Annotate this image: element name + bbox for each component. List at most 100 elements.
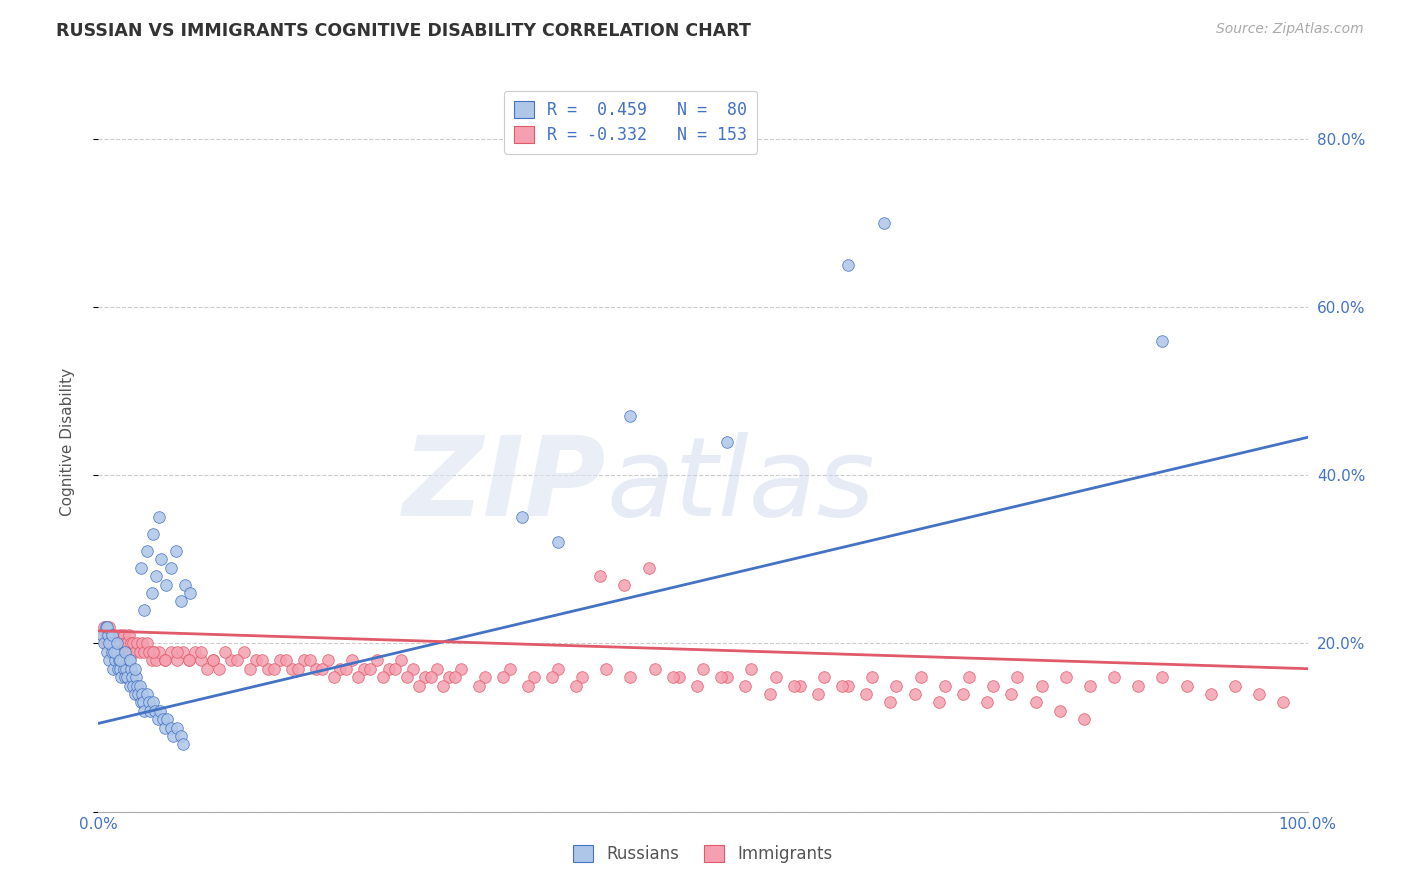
Point <box>153 653 176 667</box>
Point <box>152 712 174 726</box>
Point <box>765 670 787 684</box>
Point <box>831 679 853 693</box>
Point <box>716 434 738 449</box>
Point <box>97 628 120 642</box>
Point <box>837 679 859 693</box>
Point <box>1102 670 1125 684</box>
Point <box>104 653 127 667</box>
Point <box>195 662 218 676</box>
Point <box>100 628 122 642</box>
Point <box>122 679 145 693</box>
Point <box>619 670 641 684</box>
Point <box>1272 695 1295 709</box>
Point <box>169 594 191 608</box>
Point <box>111 653 134 667</box>
Point <box>807 687 830 701</box>
Point <box>904 687 927 701</box>
Point <box>105 636 128 650</box>
Point <box>127 687 149 701</box>
Point <box>128 645 150 659</box>
Point <box>190 645 212 659</box>
Point <box>547 662 569 676</box>
Point <box>468 679 491 693</box>
Point <box>93 619 115 633</box>
Point <box>160 721 183 735</box>
Point <box>860 670 883 684</box>
Point <box>179 586 201 600</box>
Point <box>107 662 129 676</box>
Point <box>105 645 128 659</box>
Point <box>886 679 908 693</box>
Point <box>118 653 141 667</box>
Point <box>837 258 859 272</box>
Point <box>444 670 467 684</box>
Point <box>100 645 122 659</box>
Point <box>740 662 762 676</box>
Point <box>101 662 124 676</box>
Point <box>121 645 143 659</box>
Point <box>162 729 184 743</box>
Point <box>492 670 515 684</box>
Point <box>117 636 139 650</box>
Point <box>131 687 153 701</box>
Point <box>118 679 141 693</box>
Point <box>565 679 588 693</box>
Point <box>952 687 974 701</box>
Point <box>981 679 1004 693</box>
Point <box>100 628 122 642</box>
Point <box>426 662 449 676</box>
Point <box>371 670 394 684</box>
Point <box>1223 679 1246 693</box>
Point <box>107 645 129 659</box>
Point <box>547 535 569 549</box>
Point <box>329 662 352 676</box>
Point <box>1175 679 1198 693</box>
Point <box>789 679 811 693</box>
Point <box>1249 687 1271 701</box>
Point <box>1199 687 1222 701</box>
Point <box>1007 670 1029 684</box>
Point <box>134 645 156 659</box>
Point <box>103 636 125 650</box>
Point <box>323 670 346 684</box>
Point <box>347 670 370 684</box>
Point <box>589 569 612 583</box>
Point <box>96 619 118 633</box>
Point <box>432 679 454 693</box>
Point <box>782 679 804 693</box>
Point <box>135 544 157 558</box>
Point <box>879 695 901 709</box>
Point <box>292 653 315 667</box>
Point <box>384 662 406 676</box>
Point <box>111 636 134 650</box>
Point <box>366 653 388 667</box>
Point <box>692 662 714 676</box>
Point <box>172 645 194 659</box>
Point <box>498 662 520 676</box>
Point <box>129 695 152 709</box>
Point <box>96 645 118 659</box>
Point <box>232 645 254 659</box>
Point <box>110 670 132 684</box>
Point <box>143 645 166 659</box>
Point <box>335 662 357 676</box>
Point <box>114 670 136 684</box>
Point <box>145 569 167 583</box>
Point <box>1128 679 1150 693</box>
Point <box>135 687 157 701</box>
Point <box>138 645 160 659</box>
Point <box>934 679 956 693</box>
Point <box>208 662 231 676</box>
Point <box>437 670 460 684</box>
Point <box>101 645 124 659</box>
Point <box>125 670 148 684</box>
Point <box>402 662 425 676</box>
Text: Source: ZipAtlas.com: Source: ZipAtlas.com <box>1216 22 1364 37</box>
Point <box>142 527 165 541</box>
Point <box>595 662 617 676</box>
Point <box>141 586 163 600</box>
Point <box>122 636 145 650</box>
Point <box>353 662 375 676</box>
Point <box>1152 670 1174 684</box>
Point <box>637 560 659 574</box>
